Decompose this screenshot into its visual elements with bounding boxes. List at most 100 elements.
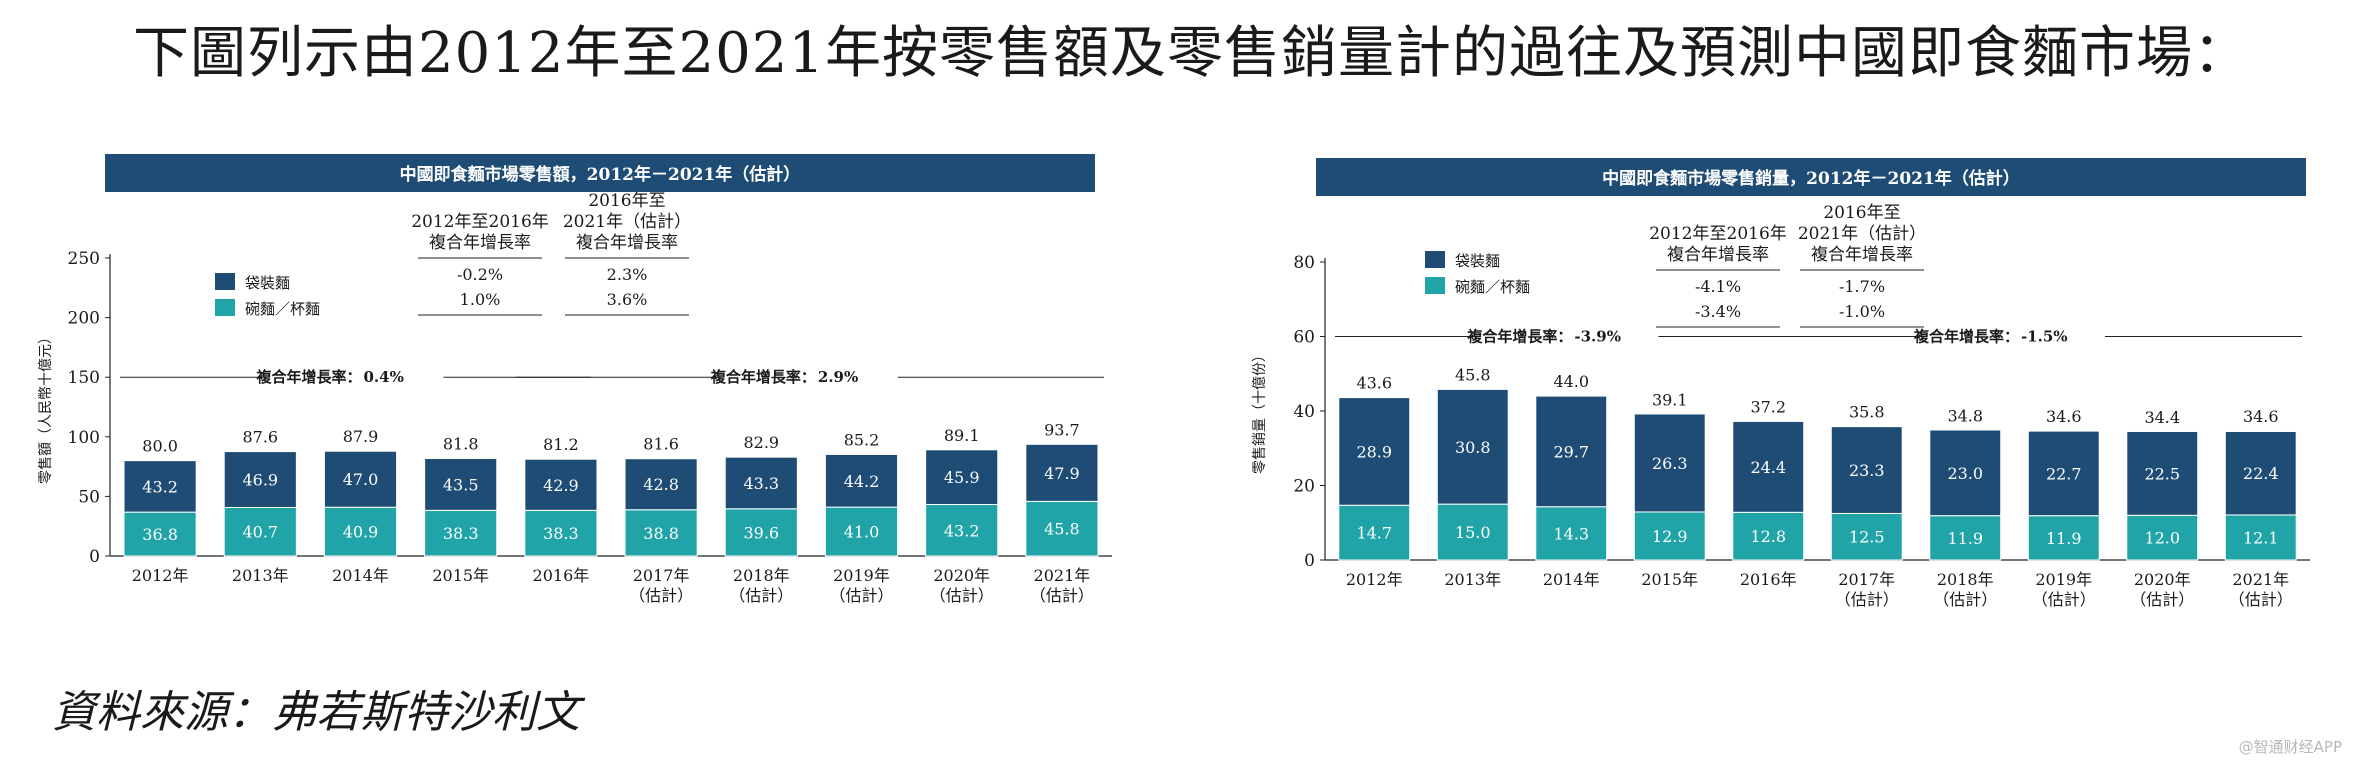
bar-value-label: 41.0 <box>844 523 880 542</box>
bar-value-label: 43.2 <box>142 477 178 496</box>
x-tick-label: 2021年 <box>1034 566 1091 585</box>
bar-value-label: 22.7 <box>2046 464 2082 483</box>
legend-swatch <box>1425 251 1445 268</box>
x-tick-label: （估計） <box>1835 590 1899 609</box>
bar-total-label: 85.2 <box>844 430 880 449</box>
bar-cup-noodles <box>2027 515 2100 561</box>
cagr-table-cell: -0.2% <box>457 265 503 284</box>
cagr-table-header: 2021年（估計） <box>1798 224 1926 244</box>
x-tick-label: （估計） <box>930 586 994 605</box>
chart-title: 中國即食麵市場零售銷量，2012年－2021年（估計） <box>1602 168 2020 189</box>
bar-value-label: 38.3 <box>443 524 479 543</box>
bar-total-label: 39.1 <box>1652 390 1688 409</box>
legend-swatch <box>215 273 235 290</box>
cagr-table-cell: 1.0% <box>460 290 501 309</box>
bar-total-label: 34.4 <box>2144 408 2180 427</box>
cagr-table-cell: 2.3% <box>607 265 648 284</box>
y-tick-label: 60 <box>1293 328 1315 348</box>
bar-value-label: 39.6 <box>743 523 779 542</box>
chart-title: 中國即食麵市場零售額，2012年－2021年（估計） <box>400 164 801 185</box>
chart-title-bar <box>1316 158 2306 196</box>
x-tick-label: （估計） <box>829 586 893 605</box>
bar-value-label: 11.9 <box>2046 529 2082 548</box>
x-tick-label: （估計） <box>2032 590 2096 609</box>
bar-value-label: 46.9 <box>242 471 278 490</box>
x-tick-label: 2019年 <box>833 566 890 585</box>
y-tick-label: 250 <box>68 249 100 269</box>
x-tick-label: 2013年 <box>1444 570 1501 589</box>
y-tick-label: 40 <box>1293 402 1315 422</box>
bar-cup-noodles <box>524 509 598 557</box>
cagr-value: 0.4% <box>363 368 403 386</box>
bar-cup-noodles <box>1436 503 1509 561</box>
bar-bagged-noodles <box>2027 430 2100 517</box>
cagr-table-header: 2012年至2016年 <box>411 212 549 232</box>
legend-swatch <box>1425 277 1445 294</box>
cagr-table-header: 複合年增長率 <box>429 233 531 253</box>
legend-label: 碗麵／杯麵 <box>245 300 320 318</box>
bar-value-label: 44.2 <box>844 472 880 491</box>
bar-bagged-noodles <box>524 458 598 511</box>
bar-total-label: 93.7 <box>1044 420 1080 439</box>
x-tick-label: 2021年 <box>2232 570 2289 589</box>
chart-title-bar <box>105 154 1095 192</box>
x-tick-label: 2012年 <box>1346 570 1403 589</box>
bar-bagged-noodles <box>1535 395 1608 508</box>
bar-value-label: 45.8 <box>1044 520 1080 539</box>
bar-bagged-noodles <box>1436 388 1509 505</box>
x-tick-label: 2013年 <box>232 566 289 585</box>
cagr-label: 複合年增長率： <box>255 368 361 386</box>
bar-total-label: 81.2 <box>543 435 579 454</box>
bar-cup-noodles <box>2126 514 2199 561</box>
y-tick-label: 200 <box>68 309 100 329</box>
cagr-table-cell: -1.7% <box>1839 277 1885 296</box>
bar-value-label: 42.9 <box>543 476 579 495</box>
bar-total-label: 87.9 <box>343 427 379 446</box>
cagr-table-header: 複合年增長率 <box>1667 245 1769 265</box>
bar-total-label: 37.2 <box>1750 397 1786 416</box>
x-tick-label: 2015年 <box>1641 570 1698 589</box>
bar-bagged-noodles <box>1732 420 1805 513</box>
bar-total-label: 34.6 <box>2243 407 2279 426</box>
bar-value-label: 12.1 <box>2243 528 2279 547</box>
bar-value-label: 23.3 <box>1849 461 1885 480</box>
bar-bagged-noodles <box>1025 443 1099 502</box>
bar-bagged-noodles <box>123 460 197 513</box>
bar-value-label: 43.5 <box>443 475 479 494</box>
x-tick-label: 2019年 <box>2035 570 2092 589</box>
y-axis-label: 零售額（人民幣十億元） <box>38 330 54 484</box>
bar-bagged-noodles <box>1633 413 1706 513</box>
legend-label: 碗麵／杯麵 <box>1455 278 1530 296</box>
bar-cup-noodles <box>323 506 398 557</box>
bar-bagged-noodles <box>1338 397 1411 506</box>
bar-cup-noodles <box>123 511 197 557</box>
bar-total-label: 43.6 <box>1356 374 1392 393</box>
bar-value-label: 43.2 <box>944 521 980 540</box>
x-tick-label: 2014年 <box>1543 570 1600 589</box>
cagr-label: 複合年增長率： <box>1466 328 1572 346</box>
bar-total-label: 34.8 <box>1947 406 1983 425</box>
page-heading: 下圖列示由2012年至2021年按零售額及零售銷量計的過往及預測中國即食麵市場： <box>133 21 2251 86</box>
bar-cup-noodles <box>1732 511 1805 561</box>
bar-total-label: 45.8 <box>1455 365 1491 384</box>
x-tick-label: （估計） <box>729 586 793 605</box>
bar-value-label: 29.7 <box>1553 442 1589 461</box>
bar-bagged-noodles <box>424 457 498 511</box>
bar-total-label: 80.0 <box>142 437 178 456</box>
bar-total-label: 81.8 <box>443 434 479 453</box>
bar-cup-noodles <box>1633 511 1706 561</box>
bar-value-label: 22.5 <box>2144 464 2180 483</box>
bar-value-label: 12.5 <box>1849 528 1885 547</box>
bar-value-label: 38.3 <box>543 524 579 543</box>
bar-value-label: 23.0 <box>1947 464 1983 483</box>
bar-bagged-noodles <box>624 458 698 511</box>
x-tick-label: 2017年 <box>633 566 690 585</box>
bar-cup-noodles <box>2224 514 2297 561</box>
x-tick-label: （估計） <box>1030 586 1094 605</box>
cagr-label: 複合年增長率： <box>710 368 816 386</box>
bar-value-label: 14.3 <box>1553 524 1589 543</box>
x-tick-label: 2016年 <box>533 566 590 585</box>
cagr-value: 2.9% <box>818 368 858 386</box>
cagr-table-cell: -4.1% <box>1695 277 1741 296</box>
